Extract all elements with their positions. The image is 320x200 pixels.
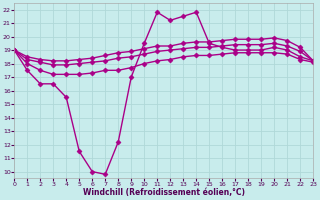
X-axis label: Windchill (Refroidissement éolien,°C): Windchill (Refroidissement éolien,°C) [83,188,245,197]
